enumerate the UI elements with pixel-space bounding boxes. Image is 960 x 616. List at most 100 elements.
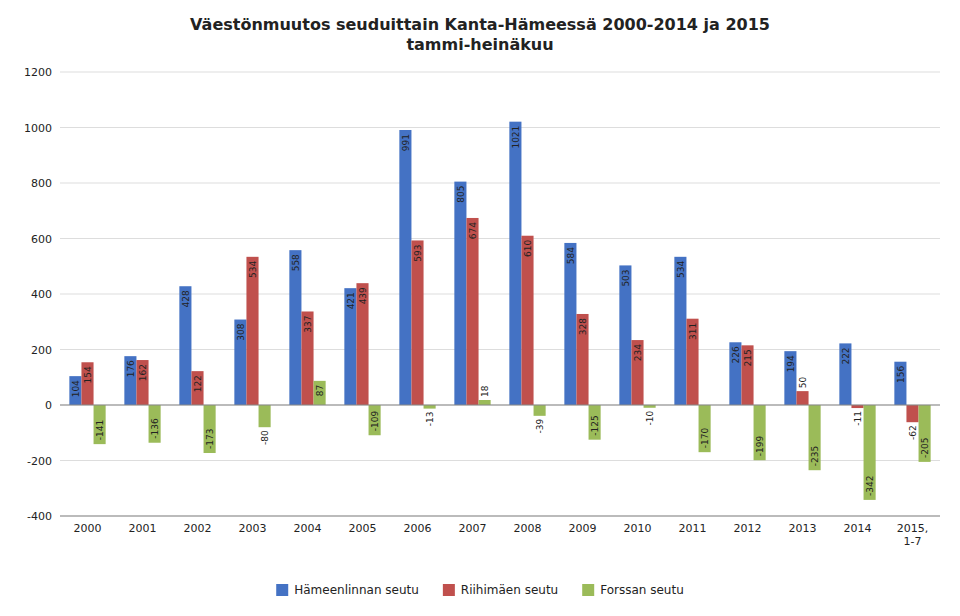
data-label: 534 bbox=[248, 261, 258, 278]
y-tick-label: 1000 bbox=[24, 122, 52, 135]
grid bbox=[60, 72, 940, 516]
data-label: 308 bbox=[236, 323, 246, 340]
bar bbox=[344, 288, 356, 405]
data-label: 122 bbox=[193, 375, 203, 392]
data-label: 674 bbox=[468, 222, 478, 239]
bar bbox=[149, 405, 161, 443]
x-tick-line: 1-7 bbox=[904, 535, 922, 548]
data-label: 234 bbox=[633, 344, 643, 361]
data-label: 1021 bbox=[511, 126, 521, 149]
x-tick-label: 2001 bbox=[129, 522, 157, 535]
data-label: 584 bbox=[566, 247, 576, 264]
x-tick-label: 2013 bbox=[789, 522, 817, 535]
bar bbox=[424, 405, 436, 409]
grid-line bbox=[60, 238, 940, 239]
bar bbox=[466, 218, 478, 405]
data-label: -10 bbox=[645, 411, 655, 426]
data-label: 162 bbox=[138, 364, 148, 381]
bar bbox=[839, 343, 851, 405]
x-tick-line: 2011 bbox=[679, 522, 707, 535]
bar bbox=[809, 405, 821, 470]
data-label: -39 bbox=[535, 419, 545, 434]
data-label: -125 bbox=[590, 415, 600, 435]
bar bbox=[234, 320, 246, 405]
x-tick-label: 2011 bbox=[679, 522, 707, 535]
bar bbox=[534, 405, 546, 416]
bar bbox=[314, 381, 326, 405]
grid-line bbox=[60, 349, 940, 350]
x-tick-line: 2010 bbox=[624, 522, 652, 535]
bar bbox=[589, 405, 601, 440]
data-label: 311 bbox=[688, 323, 698, 340]
data-label: -235 bbox=[810, 446, 820, 466]
data-label: -173 bbox=[205, 429, 215, 449]
grid-line bbox=[60, 516, 940, 517]
y-tick-label: 200 bbox=[31, 344, 52, 357]
data-label: -109 bbox=[370, 411, 380, 432]
legend-item: Hämeenlinnan seutu bbox=[276, 583, 419, 597]
bar bbox=[686, 319, 698, 405]
grid-line bbox=[60, 127, 940, 128]
data-label: 593 bbox=[413, 244, 423, 261]
x-tick-label: 2012 bbox=[734, 522, 762, 535]
legend-label: Hämeenlinnan seutu bbox=[294, 583, 419, 597]
data-label: 328 bbox=[578, 318, 588, 335]
bar bbox=[301, 311, 313, 405]
x-tick-label: 2009 bbox=[569, 522, 597, 535]
bar bbox=[521, 236, 533, 405]
y-tick-label: -400 bbox=[27, 510, 52, 523]
bar bbox=[784, 351, 796, 405]
data-label: -141 bbox=[95, 420, 105, 440]
data-label: -170 bbox=[700, 427, 710, 448]
data-label: 50 bbox=[798, 376, 808, 388]
x-tick-label: 2002 bbox=[184, 522, 212, 535]
grid-line bbox=[60, 405, 940, 406]
bar bbox=[699, 405, 711, 452]
bar bbox=[356, 283, 368, 405]
bar bbox=[289, 250, 301, 405]
data-label: 194 bbox=[786, 355, 796, 372]
x-axis-line bbox=[60, 516, 940, 517]
data-label: 87 bbox=[315, 385, 325, 396]
x-tick-line: 2000 bbox=[74, 522, 102, 535]
x-tick-label: 2003 bbox=[239, 522, 267, 535]
data-label: -62 bbox=[908, 425, 918, 440]
data-label: 805 bbox=[456, 186, 466, 203]
data-label: -80 bbox=[260, 430, 270, 445]
bar bbox=[576, 314, 588, 405]
bar bbox=[179, 286, 191, 405]
data-label: 534 bbox=[676, 261, 686, 278]
title-line: tammi-heinäkuu bbox=[406, 35, 553, 54]
zero-line bbox=[60, 405, 940, 406]
x-tick-line: 2003 bbox=[239, 522, 267, 535]
bar bbox=[619, 265, 631, 405]
y-tick-label: 0 bbox=[45, 399, 52, 412]
legend-swatch bbox=[443, 584, 455, 596]
bar bbox=[864, 405, 876, 500]
bar bbox=[894, 362, 906, 405]
data-labels: 1041764283085584219918051021584503534226… bbox=[71, 126, 930, 496]
data-label: 226 bbox=[731, 346, 741, 363]
x-tick-line: 2001 bbox=[129, 522, 157, 535]
bar bbox=[631, 340, 643, 405]
bars bbox=[69, 122, 930, 500]
data-label: 503 bbox=[621, 269, 631, 286]
title: Väestönmuutos seuduittain Kanta-Hämeessä… bbox=[190, 15, 770, 54]
x-tick-line: 2004 bbox=[294, 522, 322, 535]
x-tick-label: 2015,1-7 bbox=[897, 522, 929, 548]
x-tick-label: 2005 bbox=[349, 522, 377, 535]
legend-label: Forssan seutu bbox=[600, 583, 684, 597]
grid-line bbox=[60, 460, 940, 461]
grid-line bbox=[60, 183, 940, 184]
x-tick-line: 2012 bbox=[734, 522, 762, 535]
x-tick-line: 2009 bbox=[569, 522, 597, 535]
bar bbox=[124, 356, 136, 405]
chart-root: Väestönmuutos seuduittain Kanta-Hämeessä… bbox=[0, 0, 960, 616]
bar bbox=[479, 400, 491, 405]
data-label: 222 bbox=[841, 347, 851, 364]
x-tick-line: 2007 bbox=[459, 522, 487, 535]
legend-label: Riihimäen seutu bbox=[461, 583, 558, 597]
data-label: 104 bbox=[71, 380, 81, 397]
x-tick-line: 2015, bbox=[897, 522, 929, 535]
legend-swatch bbox=[582, 584, 594, 596]
